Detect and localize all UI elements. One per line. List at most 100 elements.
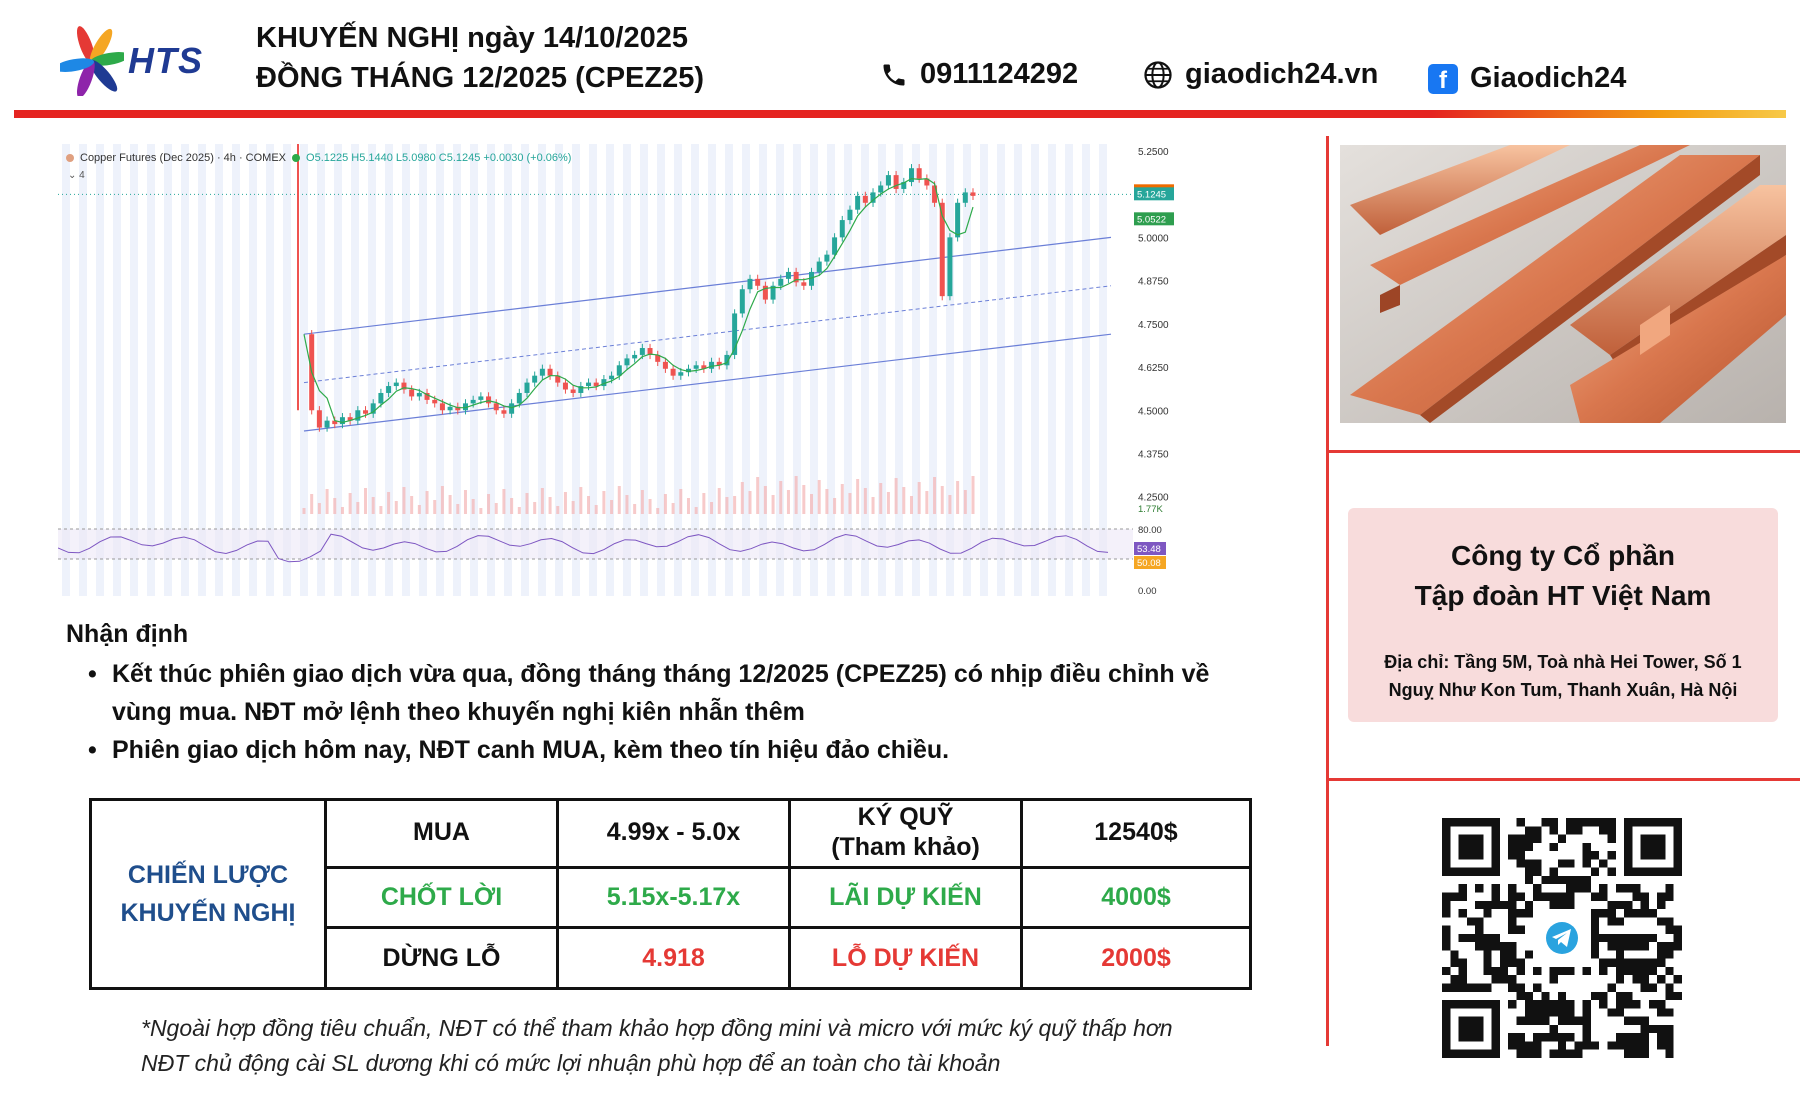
rsi-tag bbox=[1134, 542, 1166, 555]
volume-bar bbox=[956, 481, 960, 514]
phone-icon bbox=[883, 64, 905, 85]
candle-body bbox=[462, 403, 468, 411]
candle-body bbox=[801, 282, 807, 286]
candle-body bbox=[470, 399, 476, 404]
market-status-icon bbox=[292, 154, 301, 162]
session-stripe bbox=[1031, 144, 1039, 596]
candle-body bbox=[401, 382, 407, 390]
candle-body bbox=[901, 182, 907, 189]
volume-bar bbox=[417, 505, 421, 514]
session-stripe bbox=[606, 144, 614, 596]
candle-body bbox=[493, 403, 499, 411]
volume-bar bbox=[556, 506, 560, 514]
volume-bar bbox=[763, 486, 767, 514]
candle-body bbox=[878, 185, 884, 193]
candle-body bbox=[739, 289, 745, 314]
bullet-text: Phiên giao dịch hôm nay, NĐT canh MUA, k… bbox=[112, 736, 950, 764]
candle-body bbox=[932, 185, 938, 203]
candle-body bbox=[393, 382, 399, 387]
candle-body bbox=[378, 392, 384, 404]
volume-bar bbox=[802, 485, 806, 514]
indicator-toggle[interactable]: ⌄ 4 bbox=[68, 170, 85, 181]
candle-body bbox=[824, 254, 830, 262]
volume-bar bbox=[440, 486, 444, 514]
candle-body bbox=[601, 379, 607, 387]
session-stripe bbox=[725, 144, 733, 596]
volume-bar bbox=[425, 491, 429, 514]
session-stripe bbox=[555, 144, 563, 596]
take-profit-action: CHỐT LỜI bbox=[324, 866, 556, 926]
volume-bar bbox=[348, 493, 352, 514]
session-stripe bbox=[419, 144, 427, 596]
take-profit-range: 5.15x-5.17x bbox=[556, 866, 788, 926]
y-tick-label: 5.2500 bbox=[1138, 147, 1169, 158]
volume-bar bbox=[371, 497, 375, 514]
volume-bar bbox=[925, 491, 929, 514]
candle-body bbox=[455, 406, 461, 411]
session-stripe bbox=[113, 144, 121, 596]
analysis-heading: Nhận định bbox=[66, 620, 189, 648]
volume-bar bbox=[733, 496, 737, 514]
session-stripe bbox=[164, 144, 172, 596]
candle-body bbox=[370, 403, 376, 414]
volume-bar bbox=[479, 508, 483, 514]
website-contact[interactable]: giaodich24.vn bbox=[1143, 58, 1378, 91]
session-stripe bbox=[487, 144, 495, 596]
bullet-text: Kết thúc phiên giao dịch vừa qua, đồng t… bbox=[112, 660, 1210, 688]
strategy-table: CHIẾN LƯỢC KHUYẾN NGHỊ MUA 4.99x - 5.0x … bbox=[89, 798, 1252, 990]
candle-body bbox=[593, 382, 599, 387]
candle-body bbox=[324, 420, 330, 428]
y-tick-label: 4.5000 bbox=[1138, 406, 1169, 417]
y-tick-label: 4.7500 bbox=[1138, 320, 1169, 331]
chart-canvas: 5.2500 5.0000 4.8750 4.7500 4.6250 4.5000 4.37… bbox=[58, 144, 1174, 596]
candle-body bbox=[547, 368, 553, 376]
session-stripe bbox=[385, 144, 393, 596]
channel-upper-line bbox=[303, 236, 1112, 335]
channel-lower-line bbox=[303, 333, 1112, 432]
volume-bar bbox=[317, 503, 321, 514]
price-tag-label: 5.1245 bbox=[1137, 189, 1166, 200]
y-tick-label: 4.8750 bbox=[1138, 277, 1169, 288]
volume-bar bbox=[848, 493, 852, 514]
strategy-label-line: CHIẾN LƯỢC bbox=[127, 861, 289, 889]
company-name: Tập đoàn HT Việt Nam bbox=[1414, 580, 1712, 611]
candle-body bbox=[639, 348, 645, 355]
telegram-qr-code[interactable] bbox=[1442, 818, 1682, 1058]
volume-bar bbox=[756, 477, 760, 514]
candle-body bbox=[578, 386, 584, 393]
candle-body bbox=[816, 261, 822, 272]
candle-body bbox=[539, 368, 545, 376]
price-chart[interactable]: 5.2500 5.0000 4.8750 4.7500 4.6250 4.5000 4.37… bbox=[58, 144, 1308, 596]
session-stripe bbox=[368, 144, 376, 596]
margin-value: 12540$ bbox=[1020, 798, 1249, 866]
volume-bar bbox=[463, 490, 467, 514]
footnote-line: NĐT chủ động cài SL dương khi có mức lợi… bbox=[141, 1050, 1001, 1076]
candle-body bbox=[478, 396, 484, 400]
candle-body bbox=[386, 386, 392, 393]
volume-bar bbox=[863, 488, 867, 514]
candle-body bbox=[701, 365, 707, 369]
candle-body bbox=[855, 195, 861, 210]
volume-bar bbox=[471, 499, 475, 514]
volume-bar bbox=[656, 508, 660, 514]
qr-code-icon bbox=[1442, 818, 1682, 1058]
candle-body bbox=[709, 361, 715, 369]
volume-bar bbox=[940, 486, 944, 514]
volume-bar bbox=[894, 478, 898, 514]
facebook-icon: f bbox=[1428, 63, 1458, 94]
session-stripe bbox=[844, 144, 852, 596]
session-stripe bbox=[742, 144, 750, 596]
facebook-contact[interactable]: f Giaodich24 bbox=[1428, 62, 1626, 95]
volume-bar bbox=[540, 488, 544, 514]
session-stripe bbox=[878, 144, 886, 596]
volume-bar bbox=[640, 490, 644, 514]
chart-ohlc: O5.1225 H5.1440 L5.0980 C5.1245 +0.0030 … bbox=[306, 152, 572, 164]
candle-body bbox=[908, 168, 914, 183]
candle-body bbox=[947, 237, 953, 297]
session-stripe bbox=[232, 144, 240, 596]
volume-bar bbox=[786, 490, 790, 514]
session-stripe bbox=[402, 144, 410, 596]
candle-body bbox=[962, 192, 968, 203]
candle-body bbox=[339, 417, 345, 425]
phone-contact[interactable]: 0911124292 bbox=[880, 58, 1078, 91]
